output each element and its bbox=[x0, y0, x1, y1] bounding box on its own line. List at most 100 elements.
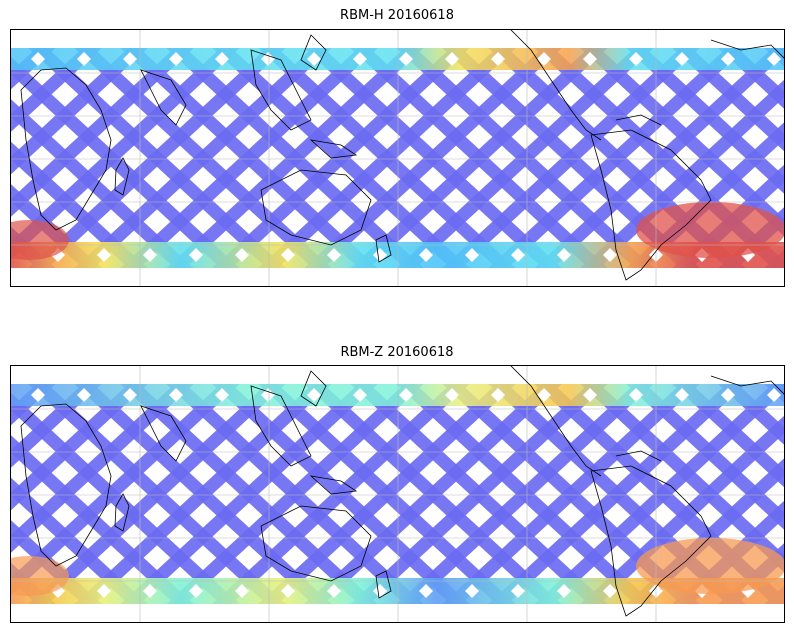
gap-marker bbox=[169, 388, 183, 402]
gap-marker bbox=[169, 52, 183, 66]
gap-marker bbox=[767, 52, 781, 66]
gap-marker bbox=[465, 248, 479, 262]
gap-marker bbox=[419, 584, 433, 598]
anomaly-region-southeast bbox=[636, 538, 784, 594]
swath-descending bbox=[304, 48, 562, 268]
gap-marker bbox=[215, 52, 229, 66]
anomaly-region-southwest bbox=[11, 220, 69, 260]
gap-marker bbox=[235, 584, 249, 598]
anomaly-region-southwest bbox=[11, 556, 69, 596]
coastline-path bbox=[710, 39, 784, 59]
gap-marker bbox=[143, 248, 157, 262]
gap-marker bbox=[123, 388, 137, 402]
swath-ascending bbox=[718, 384, 784, 445]
gap-marker bbox=[307, 52, 321, 66]
gap-marker bbox=[97, 584, 111, 598]
gap-marker bbox=[491, 52, 505, 66]
swath-descending bbox=[28, 384, 286, 604]
swath-descending bbox=[212, 384, 470, 604]
swath-descending bbox=[350, 384, 608, 604]
coastline-path bbox=[615, 114, 662, 126]
gap-marker bbox=[327, 584, 341, 598]
gap-marker bbox=[77, 388, 91, 402]
map-panel-rbm-h bbox=[10, 29, 785, 287]
gap-marker bbox=[123, 52, 137, 66]
gap-marker bbox=[373, 248, 387, 262]
swath-descending bbox=[304, 384, 562, 604]
gap-marker bbox=[399, 52, 413, 66]
gap-marker bbox=[557, 248, 571, 262]
gap-marker bbox=[445, 52, 459, 66]
swath-descending bbox=[120, 48, 378, 268]
coastline-path bbox=[114, 493, 130, 532]
gap-marker bbox=[557, 584, 571, 598]
gap-marker bbox=[261, 388, 275, 402]
gap-marker bbox=[281, 248, 295, 262]
gap-marker bbox=[143, 584, 157, 598]
coastline-path bbox=[309, 475, 358, 495]
gap-marker bbox=[353, 52, 367, 66]
swath-descending bbox=[11, 384, 56, 426]
coastline-path bbox=[260, 505, 372, 582]
gap-marker bbox=[583, 52, 597, 66]
gap-marker bbox=[721, 388, 735, 402]
swath-descending bbox=[488, 384, 746, 604]
anomaly-region-southeast bbox=[636, 202, 784, 258]
swath-descending bbox=[580, 415, 784, 604]
coastline-path bbox=[250, 49, 312, 131]
gap-marker bbox=[511, 584, 525, 598]
gap-marker bbox=[721, 52, 735, 66]
gap-marker bbox=[353, 388, 367, 402]
swath-descending bbox=[11, 384, 148, 511]
gap-marker bbox=[419, 248, 433, 262]
coastline-path bbox=[710, 375, 784, 395]
coastline-path bbox=[300, 34, 327, 71]
swath-descending bbox=[11, 48, 148, 175]
coastlines bbox=[20, 366, 784, 617]
coastline-path bbox=[300, 370, 327, 407]
coastlines bbox=[20, 30, 784, 281]
swath-descending bbox=[580, 79, 784, 268]
gridlines bbox=[11, 366, 784, 622]
map-panel-rbm-z bbox=[10, 365, 785, 623]
gap-marker bbox=[97, 248, 111, 262]
swath-descending bbox=[11, 48, 102, 132]
gap-marker bbox=[235, 248, 249, 262]
coastline-path bbox=[510, 366, 602, 477]
coastline-path bbox=[140, 69, 187, 126]
gap-marker bbox=[327, 248, 341, 262]
gap-marker bbox=[629, 388, 643, 402]
gap-marker bbox=[675, 52, 689, 66]
gap-marker bbox=[767, 388, 781, 402]
gap-marker bbox=[629, 52, 643, 66]
swath-descending bbox=[258, 48, 516, 268]
gap-marker bbox=[31, 52, 45, 66]
swath-descending bbox=[350, 48, 608, 268]
swath-ascending bbox=[672, 384, 784, 488]
coastline-path bbox=[20, 403, 112, 567]
coastline-path bbox=[510, 30, 602, 141]
swath-descending bbox=[534, 48, 784, 268]
map-canvas-rbm-h bbox=[11, 30, 784, 286]
coastline-path bbox=[260, 169, 372, 246]
gap-marker bbox=[189, 584, 203, 598]
swath-descending bbox=[166, 384, 424, 604]
coastline-path bbox=[615, 450, 662, 462]
swath-descending bbox=[442, 48, 700, 268]
coastline-path bbox=[590, 129, 712, 281]
gap-marker bbox=[399, 388, 413, 402]
gap-marker bbox=[603, 584, 617, 598]
swath-layer bbox=[11, 48, 784, 268]
gap-marker bbox=[445, 388, 459, 402]
map-canvas-rbm-z bbox=[11, 366, 784, 622]
panel-title-rbm-z: RBM-Z 20160618 bbox=[340, 345, 454, 360]
coastline-path bbox=[114, 157, 130, 196]
gap-marker bbox=[675, 388, 689, 402]
coastline-path bbox=[250, 385, 312, 467]
swath-descending bbox=[396, 48, 654, 268]
swath-descending bbox=[120, 384, 378, 604]
swath-descending bbox=[212, 48, 470, 268]
gap-marker bbox=[537, 52, 551, 66]
gap-marker bbox=[537, 388, 551, 402]
coastline-path bbox=[375, 570, 392, 599]
